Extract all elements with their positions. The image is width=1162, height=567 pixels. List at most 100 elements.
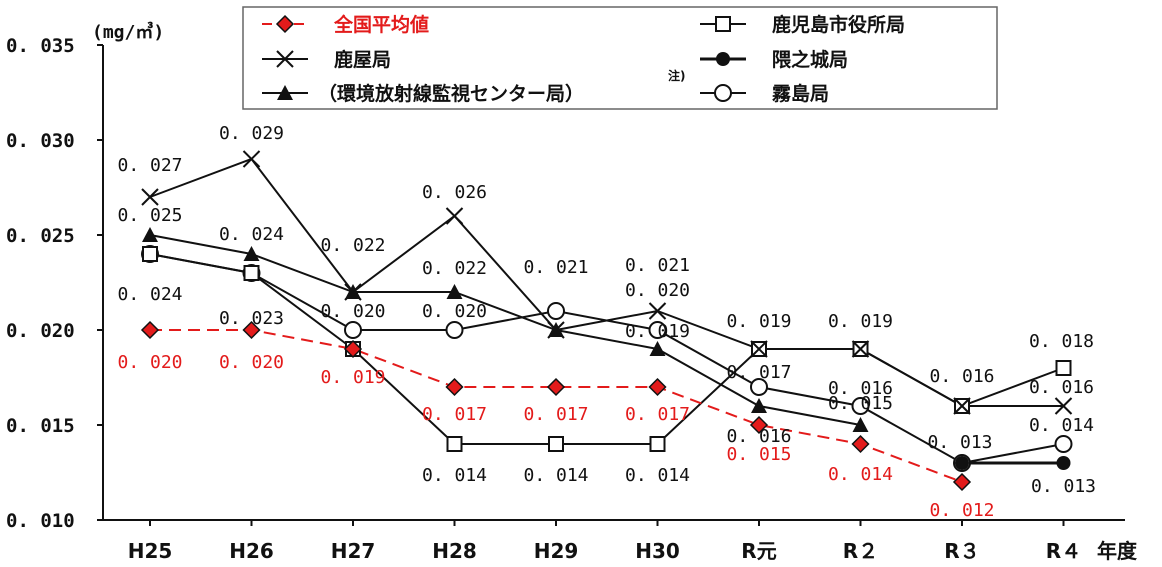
- x-marker-stroke: [276, 50, 294, 68]
- triangle-marker: [751, 398, 767, 413]
- data-label: 0. 012: [929, 500, 994, 521]
- x-marker: [141, 188, 159, 206]
- dot-marker: [716, 52, 730, 66]
- square-marker: [649, 436, 666, 452]
- legend-entry: 鹿児島市役所局: [700, 13, 905, 36]
- diamond-marker: [275, 14, 295, 34]
- legend-entry: 鹿屋局: [262, 48, 391, 71]
- y-unit-label: (mg/㎥): [92, 21, 164, 43]
- data-label: 0. 020: [320, 301, 385, 322]
- x-marker-stroke: [953, 397, 971, 415]
- legend-entry: （環境放射線監視センター局）: [262, 82, 584, 105]
- dot-marker: [1056, 456, 1071, 470]
- circle-marker: [851, 397, 870, 415]
- legend-entry: 霧島局: [700, 82, 829, 105]
- x-marker: [1054, 397, 1073, 415]
- data-label: 0. 025: [117, 205, 182, 226]
- series-line: [150, 329, 963, 483]
- x-marker-stroke: [547, 321, 565, 339]
- legend-label: 鹿児島市役所局: [772, 13, 905, 36]
- y-tick-label: 0. 015: [6, 415, 75, 437]
- circle-marker: [445, 321, 464, 339]
- diamond-marker: [242, 320, 261, 340]
- data-label: 0. 019: [726, 311, 791, 332]
- y-tick-label: 0. 025: [6, 225, 75, 247]
- x-marker: [445, 207, 464, 225]
- data-label: 0. 019: [320, 367, 385, 388]
- data-label: 0. 026: [422, 182, 487, 203]
- data-label: 0. 024: [117, 284, 182, 305]
- circle-marker: [1054, 435, 1073, 453]
- square-marker: [446, 436, 463, 452]
- x-tick-label: H30: [635, 539, 680, 563]
- data-label: 0. 017: [726, 362, 791, 383]
- data-label: 0. 016: [929, 366, 994, 387]
- x-tick-label: R２: [843, 539, 878, 563]
- circle-marker: [714, 84, 732, 102]
- data-label: 0. 020: [219, 352, 284, 373]
- x-marker-stroke: [851, 340, 870, 358]
- diamond-marker: [749, 415, 769, 435]
- series-line: [149, 234, 861, 426]
- data-label: 0. 020: [625, 280, 690, 301]
- data-label: 0. 015: [828, 393, 893, 414]
- data-label: 0. 020: [422, 301, 487, 322]
- x-tick-label: R元: [741, 539, 776, 563]
- legend-label: 隈之城局: [772, 48, 848, 71]
- square-marker: [715, 16, 731, 32]
- x-marker: [851, 340, 870, 358]
- x-marker-stroke: [141, 188, 159, 206]
- x-marker: [242, 150, 261, 168]
- data-label: 0. 014: [1029, 415, 1094, 436]
- diamond-marker: [648, 377, 667, 397]
- data-labels: 0. 020 0. 020 0. 019 0. 017 0. 017 0. 017 0. 0…: [117, 123, 1096, 521]
- data-label: 0. 020: [117, 352, 182, 373]
- x-axis-title: 年度: [1097, 539, 1138, 563]
- circle-marker: [344, 321, 362, 339]
- x-tick-label: H29: [534, 539, 579, 563]
- x-tick-label: H27: [331, 539, 376, 563]
- x-tick-label: H26: [229, 539, 274, 563]
- x-marker-stroke: [1054, 397, 1073, 415]
- x-marker-stroke: [445, 207, 464, 225]
- triangle-marker: [649, 341, 666, 356]
- data-label: 0. 021: [523, 257, 588, 278]
- data-label: 0. 024: [219, 224, 284, 245]
- legend-box: [242, 6, 998, 110]
- x-marker: [750, 340, 768, 358]
- data-label: 0. 014: [828, 464, 893, 485]
- data-label: 0. 016: [828, 378, 893, 399]
- x-marker-stroke: [344, 283, 362, 301]
- square-marker: [142, 246, 158, 262]
- legend-entry: 隈之城局: [700, 48, 848, 71]
- y-tick-label: 0. 030: [6, 130, 75, 152]
- x-marker: [547, 321, 565, 339]
- square-marker: [243, 265, 260, 281]
- diamond-marker: [952, 472, 972, 492]
- diamond-marker: [343, 339, 363, 359]
- data-label: 0. 021: [625, 255, 690, 276]
- data-label: 0. 013: [1031, 476, 1096, 497]
- data-label: 0. 017: [523, 404, 588, 425]
- data-label: 0. 019: [625, 321, 690, 342]
- triangle-marker: [243, 246, 260, 261]
- x-marker-stroke: [648, 302, 667, 320]
- y-tick-label: 0. 010: [6, 510, 75, 532]
- circle-marker: [547, 302, 565, 320]
- data-label: 0. 029: [219, 123, 284, 144]
- diamond-marker: [140, 320, 160, 340]
- data-label: 0. 014: [625, 465, 690, 486]
- diamond-marker: [851, 434, 870, 454]
- legend-label: 全国平均値: [333, 13, 429, 36]
- x-tick-label: R３: [944, 539, 979, 563]
- dot-marker: [955, 456, 969, 470]
- data-label: 0. 023: [219, 308, 284, 329]
- legend-label: 鹿屋局: [334, 48, 391, 71]
- triangle-marker: [852, 417, 869, 432]
- data-label: 0. 016: [726, 426, 791, 447]
- data-label: 0. 017: [422, 404, 487, 425]
- series-lines: [149, 157, 1064, 483]
- triangle-marker: [142, 227, 158, 242]
- diamond-marker: [546, 377, 566, 397]
